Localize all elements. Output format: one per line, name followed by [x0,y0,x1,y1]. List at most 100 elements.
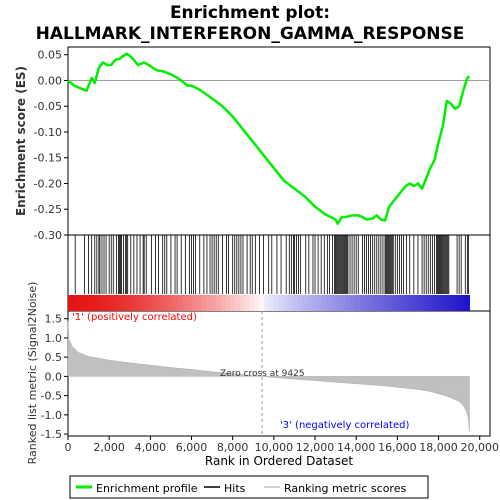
heat-bar-cell [435,295,442,311]
heat-bar-cell [125,295,131,311]
es-y-tick-label: -0.10 [34,126,62,139]
heat-bar-cell [91,295,98,311]
chart-title-line2: HALLMARK_INTERFERON_GAMMA_RESPONSE [36,24,465,44]
heat-bar-cell [130,295,136,311]
heat-bar-cell [68,295,74,311]
metric-y-tick-label: 0.0 [45,370,63,383]
heat-bar-cell [416,295,423,311]
heat-bar-cell [111,295,117,311]
x-tick-label: 2,000 [93,441,125,454]
heat-bar-cell [263,295,270,311]
heat-bar-cell [287,295,294,311]
heat-bar-cell [206,295,212,311]
es-y-tick-label: -0.15 [34,152,62,165]
heat-bar-cell [455,295,461,311]
heat-bar-cell [459,295,466,311]
metric-y-tick-label: 1.5 [45,313,63,326]
legend-enrichment-label: Enrichment profile [96,482,198,495]
heat-bar-cell [216,295,222,311]
heat-bar-cell [302,295,308,311]
heat-bar-cell [158,295,165,311]
heat-bar-cell [201,295,208,311]
hit-marks [74,235,469,294]
negative-correlation-label: '3' (negatively correlated) [280,420,409,431]
heat-bar-cell [407,295,413,311]
x-tick-label: 12,000 [296,441,335,454]
es-y-tick-label: 0.00 [38,74,63,87]
es-y-tick-label: -0.30 [34,229,62,242]
heat-bar-cell [335,295,341,311]
heat-bar-cell [369,295,375,311]
heat-bar-cell [249,295,255,311]
metric-y-tick-label: -1.5 [41,428,62,441]
es-y-tick-label: -0.20 [34,177,62,190]
chart-title-line1: Enrichment plot: [170,3,330,23]
metric-y-tick-label: -0.5 [41,390,62,403]
heat-bar-cell [297,295,303,311]
enrichment-profile-line [67,52,471,225]
x-tick-label: 6,000 [176,441,208,454]
heat-bar-cell [115,295,122,311]
x-tick-label: 14,000 [337,441,376,454]
enrichment-panel-frame [67,46,491,236]
heat-bar-cell [278,295,284,311]
ranked-metric-area [67,311,470,436]
heat-bar-cell [144,295,150,311]
heat-bar-cell [77,295,83,311]
heat-bar-cell [230,295,236,311]
heat-bar-cell [330,295,337,311]
zero-cross-label: Zero cross at 9425 [220,369,305,379]
heat-bar-cell [440,295,447,311]
heat-bar-cell [268,295,275,311]
heat-bar-cell [388,295,394,311]
heat-bar-cell [72,295,79,311]
heat-bar-cell [421,295,428,311]
heat-bar-cell [134,295,141,311]
heat-bar-cell [225,295,232,311]
heat-bar-cell [254,295,260,311]
heat-bar-cell [450,295,456,311]
es-y-tick-label: -0.05 [34,100,62,113]
es-y-tick-label: 0.05 [38,49,63,62]
heat-bar-cell [316,295,322,311]
heat-bar-cell [326,295,332,311]
heat-bar-cell [240,295,246,311]
heat-bar-cell [426,295,432,311]
heat-bar-cell [197,295,203,311]
legend-ranking-label: Ranking metric scores [284,482,406,495]
heat-bar-cell [244,295,251,311]
x-tick-label: 20,000 [460,441,499,454]
heat-bar-cell [283,295,289,311]
x-axis-label: Rank in Ordered Dataset [205,454,353,468]
enrichment-profile-path [67,52,471,225]
heat-bar-cell [101,295,107,311]
es-y-tick-label: -0.25 [34,203,62,216]
x-tick-label: 8,000 [217,441,249,454]
heat-bar-cell [402,295,408,311]
legend-box [69,475,429,499]
positive-correlation-label: '1' (positively correlated) [72,312,197,323]
heat-bar-cell [392,295,399,311]
heat-bar-cell [383,295,389,311]
heat-bar-cell [273,295,279,311]
heat-bar-cell [182,295,189,311]
legend-hits-label: Hits [224,482,246,495]
ranking-heat-bar [68,295,471,311]
heat-bar-cell [259,295,265,311]
heat-bar-cell [397,295,404,311]
heat-bar-cell [431,295,437,311]
metric-y-tick-label: -1.0 [41,409,62,422]
heat-bar-cell [211,295,217,311]
ranked-metric-fill [67,320,470,433]
metric-y-axis-label: Ranked list metric (Signal2Noise) [26,282,39,465]
heat-bar-cell [173,295,179,311]
heat-bar-cell [311,295,318,311]
x-tick-label: 16,000 [378,441,417,454]
heat-bar-cell [96,295,103,311]
heat-bar-cell [106,295,112,311]
heat-bar-cell [464,295,471,311]
heat-bar-cell [412,295,418,311]
heat-bar-cell [139,295,146,311]
metric-axes: 1.5 1.0 0.5 0.0 -0.5 -1.0 -1.50 2,000 4,000 6,000… [41,313,499,454]
